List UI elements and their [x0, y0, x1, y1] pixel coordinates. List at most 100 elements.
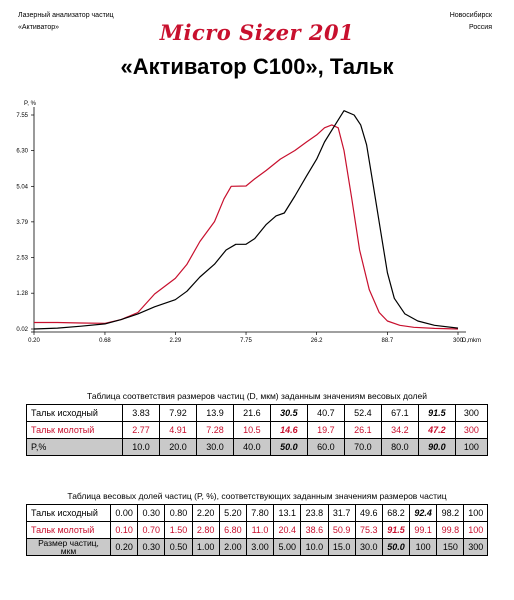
table-cell: 5.20 [218, 504, 247, 522]
series-line-original [33, 110, 459, 330]
y-tick-label: 5.04 [16, 184, 28, 190]
table-cell: 10.5 [232, 421, 271, 439]
x-tick-label: 2.29 [170, 338, 182, 344]
table-cell: 30.5 [269, 404, 308, 422]
company-name: «Активатор» [18, 24, 60, 31]
table-cell: 50.0 [381, 538, 411, 556]
y-axis-label: P, % [24, 101, 37, 107]
table-row: Тальк исходный 3.83 7.92 13.9 21.6 30.5 40.7 52… [26, 404, 489, 422]
page-title: «Активатор С100», Тальк [120, 54, 394, 79]
row-label: P,% [26, 438, 123, 456]
brand-logo: Micro Sizer 201 [159, 20, 355, 45]
table-cell: 99.1 [409, 521, 438, 539]
table-cell: 1.00 [191, 538, 220, 556]
table-cell: 30.0 [354, 538, 383, 556]
table-cell: 100 [409, 538, 438, 556]
table-cell: 98.2 [436, 504, 465, 522]
table-cell: 75.3 [354, 521, 383, 539]
header-right: Новосибирск Россия [450, 10, 492, 34]
table-cell: 2.00 [218, 538, 247, 556]
table-cell: 0.70 [137, 521, 166, 539]
table-cell: 60.0 [306, 438, 345, 456]
row-label: Размер частиц, мкм [26, 538, 111, 556]
table-cell: 67.1 [380, 404, 419, 422]
table-cell: 100 [454, 438, 489, 456]
country-label: Россия [469, 24, 492, 31]
table-cell: 91.5 [381, 521, 411, 539]
table-cell: 50.9 [327, 521, 356, 539]
row-label: Тальк исходный [26, 404, 123, 422]
table-cell: 0.00 [109, 504, 139, 522]
table-cell: 40.7 [306, 404, 345, 422]
table-cell: 14.6 [269, 421, 308, 439]
table-row: Размер частиц, мкм 0.20 0.30 0.50 1.00 2.00 3.0… [26, 538, 488, 556]
x-tick-label: 0.68 [99, 338, 111, 344]
y-tick-label: 1.28 [16, 291, 28, 297]
table-cell: 0.80 [164, 504, 193, 522]
city-label: Новосибирск [449, 12, 492, 19]
table-cell: 0.30 [137, 504, 166, 522]
table-cell: 0.10 [109, 521, 139, 539]
table-cell: 21.6 [232, 404, 271, 422]
table-cell: 15.0 [327, 538, 356, 556]
table1-caption: Таблица соответствия размеров частиц (D,… [87, 391, 427, 401]
table-cell: 11.0 [245, 521, 275, 539]
row-label: Тальк молотый [26, 521, 111, 539]
y-tick-label: 7.55 [16, 113, 28, 119]
table-cell: 13.1 [273, 504, 302, 522]
table-cell: 7.80 [245, 504, 275, 522]
table-cell: 50.0 [269, 438, 308, 456]
x-tick-label: 26.2 [311, 338, 323, 344]
table-cell: 100 [463, 521, 488, 539]
table-cell: 70.0 [343, 438, 382, 456]
table-cell: 20.0 [158, 438, 197, 456]
table-cell: 92.4 [409, 504, 438, 522]
x-tick-label: 300 [453, 338, 464, 344]
table-cell: 6.80 [218, 521, 247, 539]
x-tick-label: 7.75 [240, 338, 252, 344]
table-cell: 3.00 [245, 538, 275, 556]
table-cell: 23.8 [300, 504, 329, 522]
row-label: Тальк молотый [26, 421, 123, 439]
table-cell: 30.0 [195, 438, 234, 456]
table-cell: 26.1 [343, 421, 382, 439]
table-cell: 7.28 [195, 421, 234, 439]
series-line-milled [34, 124, 459, 330]
table-cell: 100 [463, 504, 488, 522]
row-label-line: мкм [60, 546, 77, 556]
table-cell: 40.0 [232, 438, 271, 456]
table-cell: 10.0 [122, 438, 160, 456]
row-label-line: Размер частиц, [38, 538, 99, 548]
x-tick-label: 88.7 [382, 338, 394, 344]
table-cell: 47.2 [417, 421, 456, 439]
table-cell: 300 [463, 538, 488, 556]
table-cell: 5.00 [273, 538, 302, 556]
table-cell: 34.2 [380, 421, 419, 439]
table2-caption: Таблица весовых долей частиц (P, %), соо… [67, 491, 447, 501]
size-table: Тальк исходный 3.83 7.92 13.9 21.6 30.5 40.7 52… [26, 404, 489, 456]
table-cell: 68.2 [381, 504, 411, 522]
table-cell: 2.77 [122, 421, 160, 439]
table-cell: 49.6 [354, 504, 383, 522]
table-cell: 10.0 [300, 538, 329, 556]
y-tick-label: 0.02 [16, 327, 28, 333]
analyzer-label: Лазерный анализатор частиц [18, 12, 114, 19]
y-tick-label: 2.53 [16, 256, 28, 262]
table-cell: 99.8 [436, 521, 465, 539]
distribution-chart: 0.02 1.28 2.53 3.79 5.04 6.30 7.55 0.20 0.68 2.29… [16, 101, 481, 344]
table-row: Тальк молотый 2.77 4.91 7.28 10.5 14.6 19.7 26.… [26, 421, 489, 439]
table-cell: 13.9 [195, 404, 234, 422]
table-cell: 7.92 [158, 404, 197, 422]
table-cell: 3.83 [122, 404, 160, 422]
table-cell: 2.80 [191, 521, 220, 539]
fraction-table: Тальк исходный 0.00 0.30 0.80 2.20 5.20 7.80 13… [26, 504, 488, 556]
table-cell: 4.91 [158, 421, 197, 439]
table-cell: 300 [454, 421, 489, 439]
table-cell: 1.50 [164, 521, 193, 539]
table-row: Тальк молотый 0.10 0.70 1.50 2.80 6.80 11.0 20.… [26, 521, 488, 539]
table-cell: 0.30 [137, 538, 166, 556]
table-cell: 38.6 [300, 521, 329, 539]
table-cell: 0.50 [164, 538, 193, 556]
table-cell: 80.0 [380, 438, 419, 456]
table-cell: 20.4 [273, 521, 302, 539]
